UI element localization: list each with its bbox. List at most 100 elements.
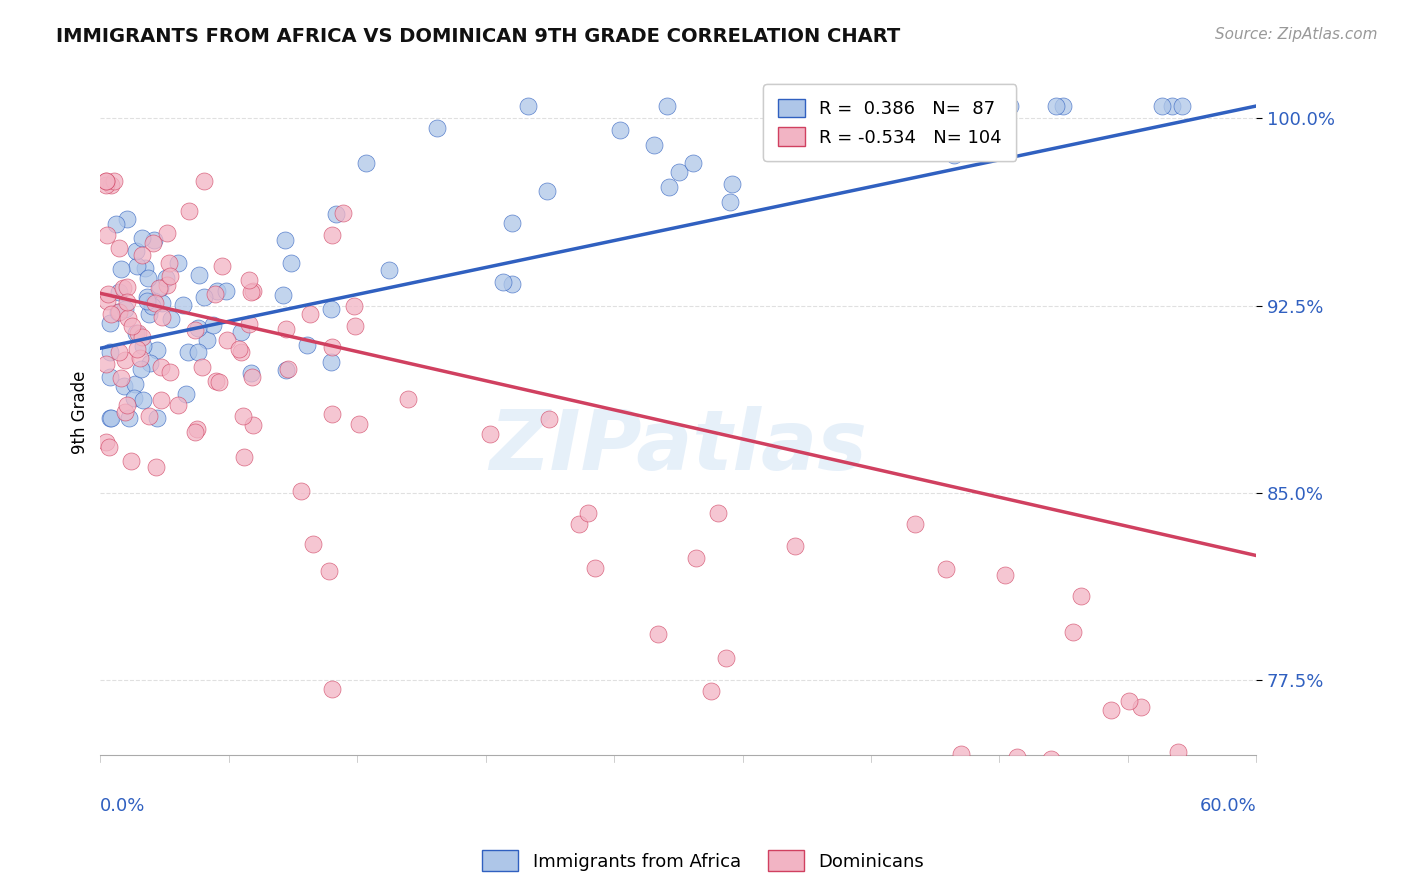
Point [576, 506, 599, 520]
Point [950, 747, 973, 761]
Point [682, 156, 704, 170]
Point [193, 174, 215, 188]
Point [706, 506, 728, 520]
Point [904, 517, 927, 532]
Point [100, 178, 122, 192]
Point [1099, 703, 1122, 717]
Point [299, 307, 322, 321]
Text: ZIPatlas: ZIPatlas [489, 406, 868, 487]
Point [685, 550, 707, 565]
Point [187, 321, 209, 335]
Point [159, 269, 181, 284]
Point [110, 371, 132, 385]
Point [195, 333, 218, 347]
Point [94, 357, 117, 371]
Point [142, 235, 165, 250]
Legend: R =  0.386   N=  87, R = -0.534   N= 104: R = 0.386 N= 87, R = -0.534 N= 104 [763, 85, 1017, 161]
Point [156, 226, 179, 240]
Point [150, 296, 173, 310]
Point [108, 345, 131, 359]
Point [100, 411, 122, 425]
Point [134, 260, 156, 275]
Point [104, 217, 127, 231]
Point [131, 231, 153, 245]
Point [159, 365, 181, 379]
Point [174, 387, 197, 401]
Point [122, 391, 145, 405]
Point [204, 286, 226, 301]
Point [97, 440, 120, 454]
Point [131, 392, 153, 407]
Point [271, 288, 294, 302]
Point [295, 337, 318, 351]
Point [136, 270, 159, 285]
Point [129, 351, 152, 365]
Point [115, 398, 138, 412]
Point [184, 425, 207, 439]
Point [492, 275, 515, 289]
Point [117, 311, 139, 326]
Point [354, 156, 377, 170]
Point [274, 362, 297, 376]
Point [943, 148, 966, 162]
Point [94, 435, 117, 450]
Point [98, 369, 121, 384]
Point [97, 286, 120, 301]
Point [188, 268, 211, 283]
Point [536, 184, 558, 198]
Point [478, 426, 501, 441]
Point [177, 344, 200, 359]
Point [647, 626, 669, 640]
Point [994, 568, 1017, 582]
Point [193, 290, 215, 304]
Point [125, 244, 148, 258]
Point [501, 216, 523, 230]
Point [609, 123, 631, 137]
Point [187, 345, 209, 359]
Point [721, 178, 744, 192]
Point [655, 99, 678, 113]
Point [98, 345, 121, 359]
Point [232, 450, 254, 465]
Point [228, 343, 250, 357]
Point [1118, 694, 1140, 708]
Text: Source: ZipAtlas.com: Source: ZipAtlas.com [1215, 27, 1378, 42]
Point [700, 684, 723, 698]
Point [658, 180, 681, 194]
Point [716, 651, 738, 665]
Point [142, 233, 165, 247]
Point [118, 411, 141, 425]
Point [138, 409, 160, 423]
Point [501, 277, 523, 292]
Point [321, 681, 343, 696]
Point [302, 537, 325, 551]
Point [321, 301, 343, 316]
Point [127, 326, 149, 340]
Point [150, 360, 173, 375]
Point [146, 411, 169, 425]
Legend: Immigrants from Africa, Dominicans: Immigrants from Africa, Dominicans [475, 843, 931, 879]
Point [318, 564, 340, 578]
Point [347, 417, 370, 431]
Point [124, 377, 146, 392]
Point [127, 343, 149, 357]
Point [108, 285, 131, 299]
Point [114, 405, 136, 419]
Point [107, 305, 129, 319]
Point [1052, 99, 1074, 113]
Point [146, 343, 169, 357]
Point [321, 408, 343, 422]
Point [157, 256, 180, 270]
Point [668, 165, 690, 179]
Point [94, 178, 117, 192]
Point [100, 307, 122, 321]
Point [155, 271, 177, 285]
Point [96, 293, 118, 308]
Point [211, 259, 233, 273]
Point [274, 233, 297, 247]
Text: 60.0%: 60.0% [1199, 797, 1257, 814]
Point [321, 340, 343, 354]
Point [103, 174, 125, 188]
Point [160, 312, 183, 326]
Point [94, 174, 117, 188]
